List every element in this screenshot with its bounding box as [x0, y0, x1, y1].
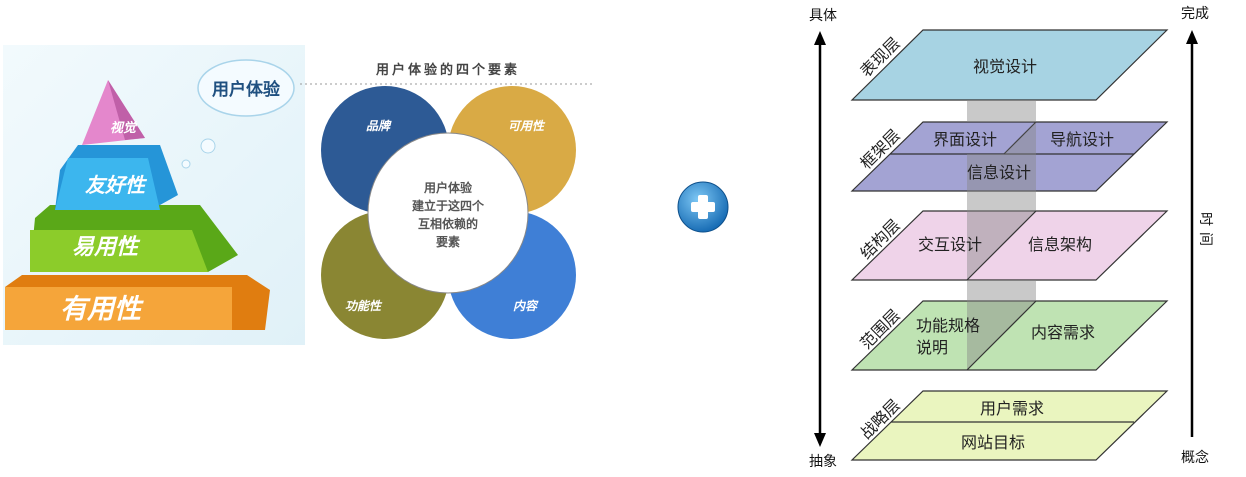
center-circle	[367, 132, 529, 294]
axis-label-complete: 完成	[1181, 6, 1209, 22]
pyramid-level-usable	[30, 230, 208, 272]
cell-site-objectives: 网站目标	[961, 433, 1025, 452]
planes-layers	[850, 29, 1169, 461]
cell-information-architecture: 信息架构	[1028, 235, 1092, 254]
pyramid-label-usable: 易用性	[72, 235, 141, 260]
layer-structure	[850, 210, 1169, 281]
layer-skeleton	[850, 121, 1169, 192]
plus-icon	[677, 181, 729, 233]
thought-cloud: 用户体验	[181, 59, 295, 169]
layer-strategy	[850, 390, 1169, 461]
cell-functional-spec-line2: 说明	[916, 338, 948, 357]
layer-scope	[850, 300, 1169, 371]
petal-label-content: 内容	[513, 299, 539, 313]
pyramid-label-useful: 有用性	[60, 294, 144, 325]
pyramid-level-useful	[5, 287, 232, 330]
axis-left: 具体 抽象	[809, 8, 837, 470]
four-elements-title: 用户体验的四个要素	[375, 62, 520, 78]
petal-label-functionality: 功能性	[345, 299, 383, 313]
petal-label-brand: 品牌	[366, 119, 392, 133]
cell-navigation-design: 导航设计	[1050, 130, 1114, 149]
pyramid-level-friendly	[55, 158, 160, 210]
cell-functional-spec: 功能规格	[916, 316, 980, 335]
cell-information-design: 信息设计	[967, 163, 1031, 182]
pyramid: 视觉 友好性 易用性 有用性	[5, 80, 270, 330]
cell-interaction-design: 交互设计	[918, 235, 982, 254]
petal-label-usability: 可用性	[508, 119, 546, 133]
axis-label-concrete: 具体	[809, 8, 837, 24]
cell-user-needs: 用户需求	[980, 399, 1044, 418]
axis-label-time: 时间	[1197, 212, 1213, 252]
pyramid-label-friendly: 友好性	[85, 173, 148, 197]
center-text-line: 用户体验	[423, 180, 473, 195]
cloud-label: 用户体验	[212, 79, 281, 100]
pyramid-label-visual: 视觉	[110, 120, 138, 136]
axis-label-abstract: 抽象	[809, 454, 837, 470]
cell-visual-design: 视觉设计	[973, 57, 1037, 76]
layer-surface	[850, 29, 1169, 101]
four-elements-flower: 品牌 可用性 功能性 内容 用户体验 建立于这四个 互相依赖的 要素	[321, 86, 576, 339]
axis-label-concept: 概念	[1181, 449, 1209, 466]
axis-right: 完成 概念 时间	[1181, 6, 1213, 466]
center-text-line: 互相依赖的	[418, 216, 478, 231]
cell-content-requirements: 内容需求	[1031, 323, 1095, 342]
center-text-line: 要素	[436, 234, 460, 249]
cell-interface-design: 界面设计	[933, 130, 997, 149]
center-text-line: 建立于这四个	[411, 198, 485, 213]
